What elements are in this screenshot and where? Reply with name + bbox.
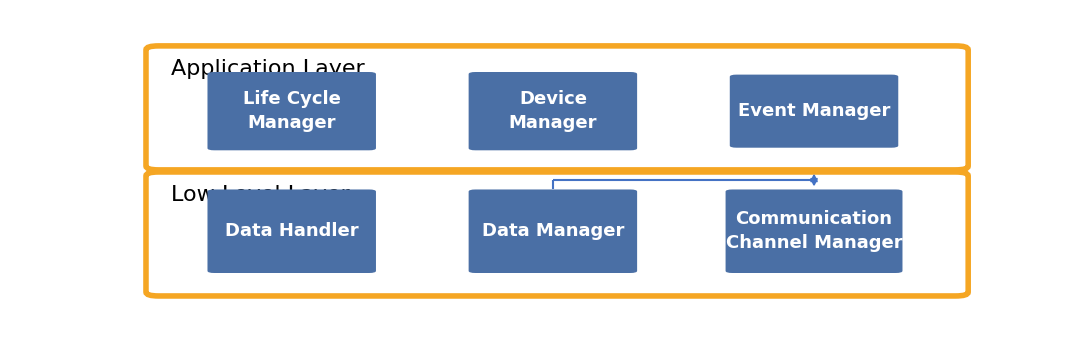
FancyBboxPatch shape	[726, 190, 902, 273]
FancyBboxPatch shape	[208, 72, 376, 150]
Text: Event Manager: Event Manager	[738, 102, 890, 120]
FancyBboxPatch shape	[208, 190, 376, 273]
FancyBboxPatch shape	[468, 72, 637, 150]
Text: Application Layer: Application Layer	[172, 59, 365, 79]
FancyBboxPatch shape	[729, 75, 898, 148]
Text: Life Cycle
Manager: Life Cycle Manager	[242, 91, 340, 132]
Text: Communication
Channel Manager: Communication Channel Manager	[726, 211, 902, 252]
Text: Data Handler: Data Handler	[225, 222, 359, 240]
Text: Low Level Layer: Low Level Layer	[172, 185, 350, 205]
Text: Data Manager: Data Manager	[482, 222, 624, 240]
FancyBboxPatch shape	[468, 190, 637, 273]
Text: Device
Manager: Device Manager	[509, 91, 597, 132]
